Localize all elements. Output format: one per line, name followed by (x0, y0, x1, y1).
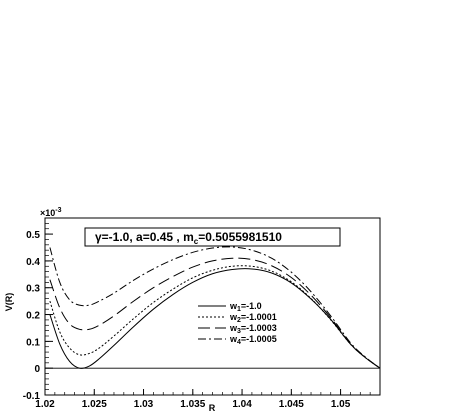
x-tick-label: 1.05 (331, 399, 351, 410)
y-axis-title: V(R) (4, 293, 14, 312)
x-tick-label: 1.025 (82, 399, 107, 410)
y-axis-ticks: -0.1 0 0.1 0.2 0.3 0.4 0.5 (23, 223, 53, 402)
y-tick-label: 0.1 (26, 337, 40, 348)
x-tick-label: 1.035 (180, 399, 205, 410)
y-tick-label: 0.3 (26, 284, 40, 295)
legend-label-2: w2=-1.0001 (229, 312, 277, 324)
x-tick-label: 1.03 (134, 399, 154, 410)
series-line-3 (49, 257, 381, 369)
chart-title: γ=-1.0, a=0.45 , mc=0.5055981510 (95, 230, 282, 246)
y-tick-label: 0.5 (26, 230, 40, 241)
x-axis-ticks: 1.02 1.025 1.03 1.035 1.04 1.045 1.05 (35, 389, 381, 410)
legend-label-4: w4=-1.0005 (229, 334, 277, 346)
x-tick-label: 1.045 (279, 399, 304, 410)
legend-label-3: w3=-1.0003 (229, 323, 277, 335)
legend-label-1: w1=-1.0 (229, 301, 262, 313)
series-line-2 (49, 265, 381, 369)
series-group (49, 246, 381, 369)
y-tick-label: 0.2 (26, 311, 40, 322)
x-tick-label: 1.02 (35, 399, 55, 410)
title-box (84, 227, 341, 247)
y-tick-label: 0 (34, 364, 40, 375)
y-tick-label: -0.1 (23, 391, 41, 402)
x-tick-label: 1.04 (232, 399, 252, 410)
series-line-4 (49, 246, 381, 369)
series-line-1 (49, 268, 381, 369)
x-axis-title: R (209, 403, 216, 413)
y-multiplier: ×10-3 (40, 207, 62, 218)
y-tick-label: 0.4 (26, 257, 40, 268)
